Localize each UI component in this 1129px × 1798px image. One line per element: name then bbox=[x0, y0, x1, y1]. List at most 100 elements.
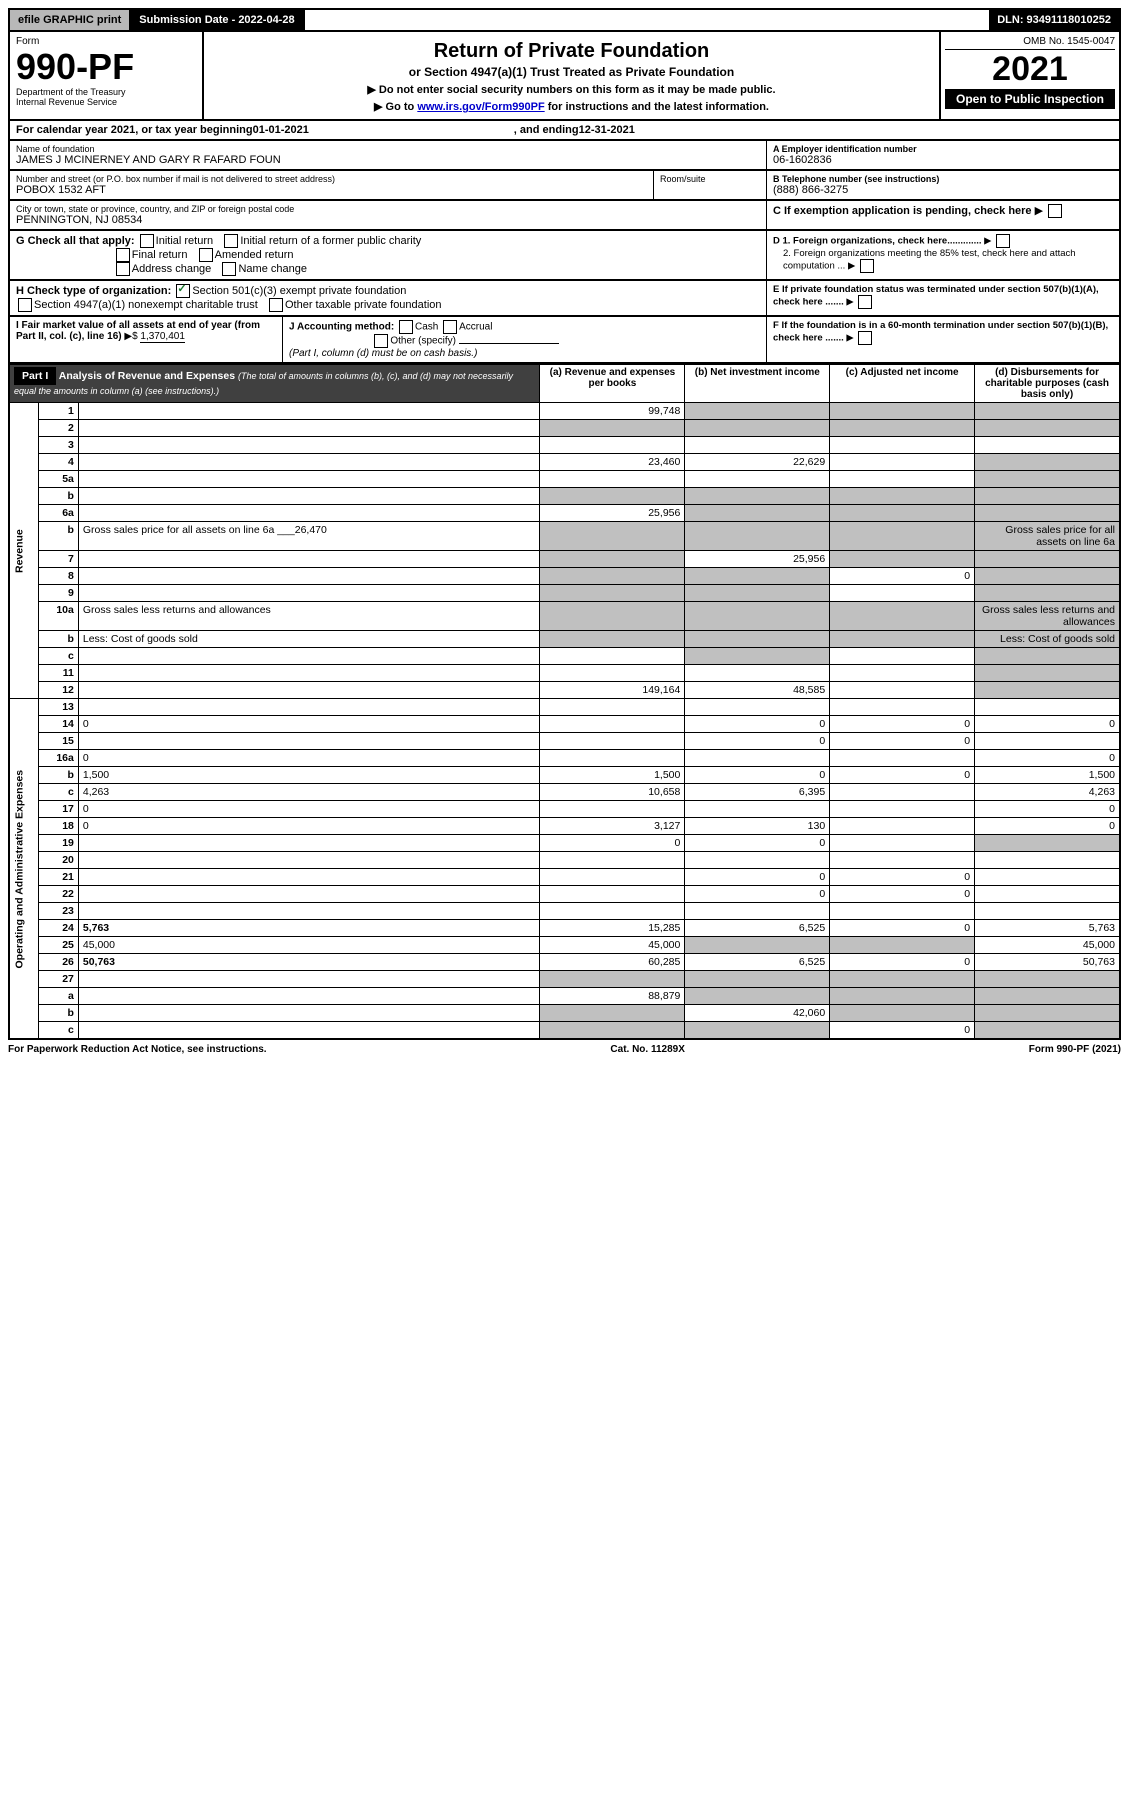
address-checkbox[interactable] bbox=[116, 262, 130, 276]
cell-b bbox=[685, 852, 830, 869]
e-checkbox[interactable] bbox=[858, 295, 872, 309]
initial-checkbox[interactable] bbox=[140, 234, 154, 248]
h4947-checkbox[interactable] bbox=[18, 298, 32, 312]
cell-d bbox=[975, 682, 1120, 699]
row-description bbox=[78, 869, 540, 886]
j-accrual-checkbox[interactable] bbox=[443, 320, 457, 334]
f-label: F If the foundation is in a 60-month ter… bbox=[773, 320, 1108, 344]
cell-c bbox=[830, 750, 975, 767]
cell-b: 42,060 bbox=[685, 1005, 830, 1022]
c-checkbox[interactable] bbox=[1048, 204, 1062, 218]
cell-d: 4,263 bbox=[975, 784, 1120, 801]
addr-label: Number and street (or P.O. box number if… bbox=[16, 174, 647, 184]
row-description bbox=[78, 971, 540, 988]
cell-c bbox=[830, 454, 975, 471]
table-row: c0 bbox=[9, 1022, 1120, 1040]
row-number: b bbox=[39, 767, 79, 784]
row-description bbox=[78, 699, 540, 716]
amended-checkbox[interactable] bbox=[199, 248, 213, 262]
table-row: 11 bbox=[9, 665, 1120, 682]
omb-number: OMB No. 1545-0047 bbox=[945, 36, 1115, 50]
row-description bbox=[78, 682, 540, 699]
cell-b: 0 bbox=[685, 767, 830, 784]
final-checkbox[interactable] bbox=[116, 248, 130, 262]
table-row: 423,46022,629 bbox=[9, 454, 1120, 471]
form-note-2: ▶ Go to www.irs.gov/Form990PF for instru… bbox=[214, 100, 929, 113]
d1-checkbox[interactable] bbox=[996, 234, 1010, 248]
efile-label[interactable]: efile GRAPHIC print bbox=[10, 10, 131, 30]
row-description bbox=[78, 665, 540, 682]
cell-c: 0 bbox=[830, 1022, 975, 1040]
cell-b: 22,629 bbox=[685, 454, 830, 471]
cell-a: 88,879 bbox=[540, 988, 685, 1005]
i-j-f-row: I Fair market value of all assets at end… bbox=[8, 317, 1121, 364]
h4947-label: Section 4947(a)(1) nonexempt charitable … bbox=[34, 299, 258, 311]
cell-a bbox=[540, 886, 685, 903]
cell-c bbox=[830, 648, 975, 665]
top-bar: efile GRAPHIC print Submission Date - 20… bbox=[8, 8, 1121, 32]
row-number: 15 bbox=[39, 733, 79, 750]
cell-c bbox=[830, 505, 975, 522]
row-description bbox=[78, 403, 540, 420]
address-label: Address change bbox=[132, 263, 212, 275]
cell-c bbox=[830, 971, 975, 988]
col-b-header: (b) Net investment income bbox=[685, 365, 830, 403]
h501-checkbox[interactable] bbox=[176, 284, 190, 298]
cell-a bbox=[540, 568, 685, 585]
cell-c: 0 bbox=[830, 954, 975, 971]
j-cash-checkbox[interactable] bbox=[399, 320, 413, 334]
cell-d: 45,000 bbox=[975, 937, 1120, 954]
row-description bbox=[78, 505, 540, 522]
row-number: 22 bbox=[39, 886, 79, 903]
table-row: 725,956 bbox=[9, 551, 1120, 568]
row-number: 5a bbox=[39, 471, 79, 488]
name-change-checkbox[interactable] bbox=[222, 262, 236, 276]
row-description: 0 bbox=[78, 750, 540, 767]
cell-a bbox=[540, 750, 685, 767]
form-note-1: ▶ Do not enter social security numbers o… bbox=[214, 83, 929, 96]
cell-b: 0 bbox=[685, 869, 830, 886]
table-row: 1700 bbox=[9, 801, 1120, 818]
form990pf-link[interactable]: www.irs.gov/Form990PF bbox=[417, 101, 544, 113]
cell-a bbox=[540, 420, 685, 437]
row-description bbox=[78, 1005, 540, 1022]
j-other-label: Other (specify) bbox=[390, 336, 456, 347]
row-description bbox=[78, 988, 540, 1005]
i-value: 1,370,401 bbox=[140, 331, 185, 343]
cell-a: 10,658 bbox=[540, 784, 685, 801]
col-a-header: (a) Revenue and expenses per books bbox=[540, 365, 685, 403]
cell-c: 0 bbox=[830, 920, 975, 937]
j-other-checkbox[interactable] bbox=[374, 334, 388, 348]
cell-c bbox=[830, 488, 975, 505]
cell-b bbox=[685, 403, 830, 420]
footer-left: For Paperwork Reduction Act Notice, see … bbox=[8, 1044, 267, 1055]
initial-former-checkbox[interactable] bbox=[224, 234, 238, 248]
row-description bbox=[78, 733, 540, 750]
row-description: 45,000 bbox=[78, 937, 540, 954]
f-checkbox[interactable] bbox=[858, 331, 872, 345]
open-inspection: Open to Public Inspection bbox=[945, 89, 1115, 109]
cell-b: 48,585 bbox=[685, 682, 830, 699]
cell-b bbox=[685, 505, 830, 522]
cell-a bbox=[540, 801, 685, 818]
foundation-name: JAMES J MCINERNEY AND GARY R FAFARD FOUN bbox=[16, 154, 760, 166]
cell-a: 45,000 bbox=[540, 937, 685, 954]
d2-checkbox[interactable] bbox=[860, 259, 874, 273]
row-number: 19 bbox=[39, 835, 79, 852]
cell-a bbox=[540, 852, 685, 869]
cell-a: 15,285 bbox=[540, 920, 685, 937]
page-footer: For Paperwork Reduction Act Notice, see … bbox=[8, 1044, 1121, 1055]
cell-c bbox=[830, 471, 975, 488]
row-description bbox=[78, 551, 540, 568]
table-row: 1900 bbox=[9, 835, 1120, 852]
table-row: bGross sales price for all assets on lin… bbox=[9, 522, 1120, 551]
cell-b bbox=[685, 420, 830, 437]
cell-a: 149,164 bbox=[540, 682, 685, 699]
row-description: Gross sales less returns and allowances bbox=[78, 602, 540, 631]
row-number: 1 bbox=[39, 403, 79, 420]
cal-end: 12-31-2021 bbox=[579, 124, 635, 136]
row-number: 27 bbox=[39, 971, 79, 988]
hother-checkbox[interactable] bbox=[269, 298, 283, 312]
col-d-header: (d) Disbursements for charitable purpose… bbox=[975, 365, 1120, 403]
cell-c bbox=[830, 903, 975, 920]
